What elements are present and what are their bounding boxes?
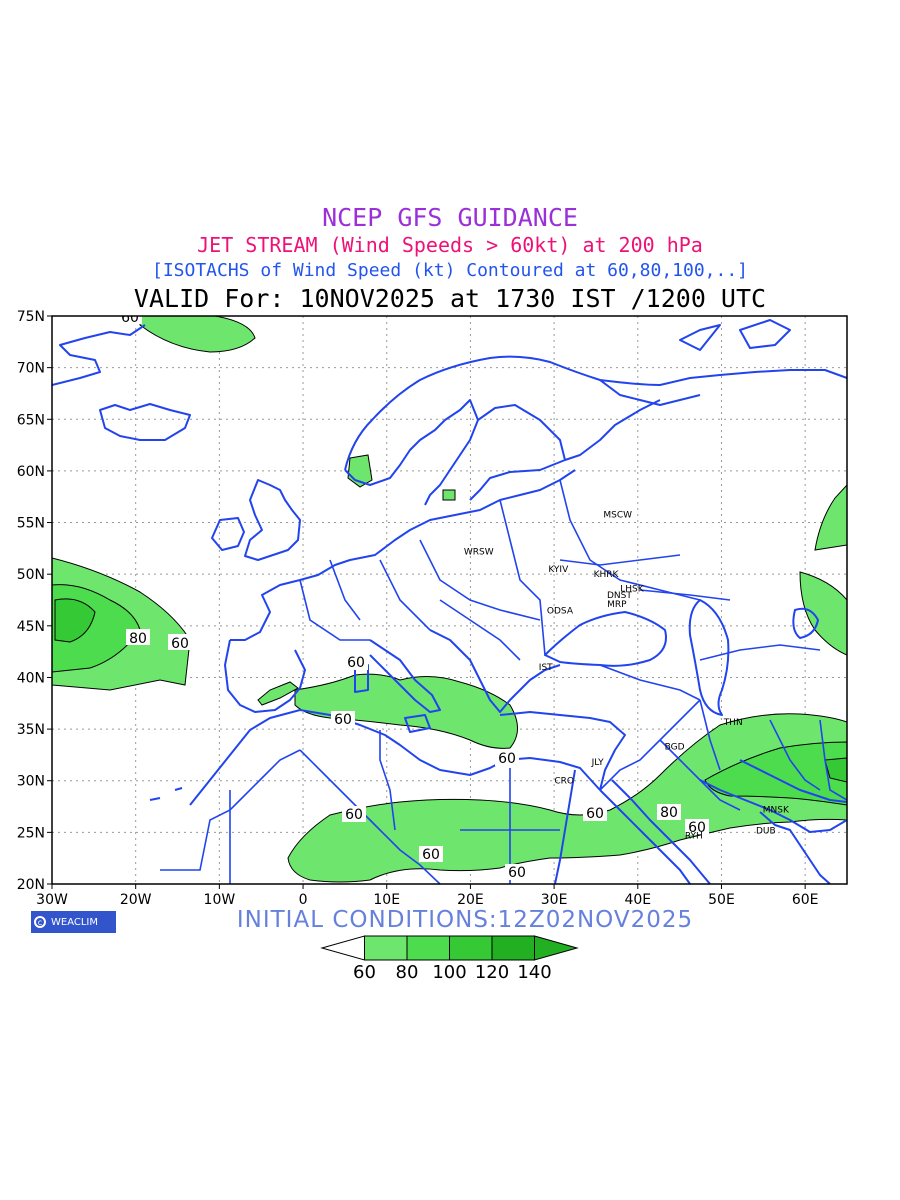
y-tick-label: 65N	[17, 412, 45, 428]
colorbar-segment	[364, 935, 408, 961]
city-label: JLY	[591, 758, 604, 768]
contour-label: 80	[129, 631, 147, 647]
contour-label: 80	[660, 805, 678, 821]
colorbar-segment	[406, 935, 450, 961]
colorbar-label: 60	[353, 962, 376, 983]
contour-label: 60	[498, 751, 516, 767]
map-frame	[51, 315, 848, 885]
valid-time: VALID For: 10NOV2025 at 1730 IST /1200 U…	[133, 284, 767, 313]
y-tick-label: 50N	[17, 567, 45, 583]
title-line-2: JET STREAM (Wind Speeds > 60kt) at 200 h…	[197, 233, 703, 257]
y-tick-label: 40N	[17, 670, 45, 686]
contour-label: 60	[422, 847, 440, 863]
y-tick-label: 75N	[17, 309, 45, 325]
contour-label: 60	[171, 636, 189, 652]
x-tick-label: 20E	[457, 892, 484, 908]
city-label: CRO	[554, 777, 574, 787]
city-label: BGD	[665, 743, 685, 753]
axis-labels: 30W 20W 10W 0 10E 20E 30E 40E 50E 60E 20N 25N 30N 35N…	[17, 309, 819, 908]
city-label: IST	[539, 663, 553, 673]
y-tick-label: 20N	[17, 877, 45, 893]
y-tick-label: 55N	[17, 516, 45, 532]
city-label: RYH	[685, 831, 703, 841]
colorbar: 60 80 100 120 140	[320, 935, 579, 983]
city-label: KYIV	[548, 565, 569, 575]
x-tick-label: 10E	[373, 892, 400, 908]
city-label: DNST	[607, 591, 632, 601]
logo-icon: c	[34, 916, 46, 928]
x-tick-label: 30E	[541, 892, 568, 908]
y-tick-label: 45N	[17, 619, 45, 635]
x-tick-label: 20W	[120, 892, 152, 908]
colorbar-segment	[320, 935, 365, 961]
colorbar-segment	[491, 935, 535, 961]
x-tick-label: 0	[299, 892, 308, 908]
colorbar-segment	[534, 935, 579, 961]
city-label: KHRK	[594, 570, 620, 580]
contour-label: 60	[347, 655, 365, 671]
borders	[160, 479, 847, 884]
city-label: DUB	[756, 826, 776, 836]
colorbar-label: 80	[396, 962, 419, 983]
city-label: LHSK	[620, 585, 644, 595]
city-label: ODSA	[547, 606, 574, 616]
colorbar-label: 100	[432, 962, 466, 983]
y-tick-label: 70N	[17, 361, 45, 377]
contour-label: 60	[586, 806, 604, 822]
weaclim-logo: c WEACLIM	[31, 911, 116, 933]
y-tick-label: 25N	[17, 825, 45, 841]
city-label: MRP	[607, 600, 627, 610]
contour-label: 60	[345, 807, 363, 823]
x-tick-label: 30W	[36, 892, 68, 908]
city-label: MNSK	[763, 806, 790, 816]
city-label: MSCW	[603, 510, 632, 520]
contour-label: 60	[688, 820, 706, 836]
x-tick-label: 10W	[204, 892, 236, 908]
x-tick-label: 50E	[708, 892, 735, 908]
contour-label: 60	[508, 865, 526, 881]
y-tick-label: 60N	[17, 464, 45, 480]
colorbar-segment	[449, 935, 493, 961]
contour-label: 60	[334, 712, 352, 728]
initial-conditions: INITIAL CONDITIONS:12Z02NOV2025	[236, 907, 694, 933]
city-label: WRSW	[464, 547, 494, 557]
contour-labels: 60 60 80 60 60 60 60 60 60 60 80 60	[118, 310, 709, 881]
x-tick-label: 40E	[624, 892, 651, 908]
coastlines	[52, 319, 847, 884]
colorbar-label: 140	[517, 962, 551, 983]
x-tick-label: 60E	[792, 892, 819, 908]
isotach-shading	[52, 316, 847, 883]
y-tick-label: 35N	[17, 722, 45, 738]
logo-text: WEACLIM	[51, 916, 99, 928]
title-line-3: [ISOTACHS of Wind Speed (kt) Contoured a…	[151, 260, 749, 281]
title-line-1: NCEP GFS GUIDANCE	[322, 203, 578, 232]
colorbar-label: 120	[475, 962, 509, 983]
y-tick-label: 30N	[17, 774, 45, 790]
city-label: THN	[723, 718, 743, 728]
contour-label: 60	[121, 310, 139, 326]
